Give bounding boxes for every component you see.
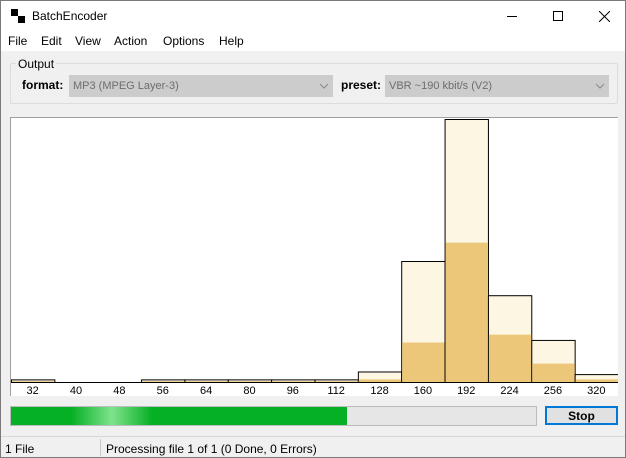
minimize-button[interactable] [489, 1, 535, 31]
histogram-fill-224 [488, 334, 532, 382]
progress-fill [11, 407, 347, 425]
format-select-value: MP3 (MPEG Layer-3) [73, 80, 179, 92]
menu-options[interactable]: Options [163, 34, 205, 48]
histogram-fill-56 [142, 381, 185, 382]
histogram-tick-label: 112 [327, 385, 345, 396]
format-label: format: [22, 78, 64, 92]
menu-file[interactable]: File [8, 34, 28, 48]
stop-button[interactable]: Stop [545, 406, 618, 425]
histogram-tick-label: 160 [414, 385, 432, 396]
status-divider [100, 439, 101, 456]
preset-select[interactable]: VBR ~190 kbit/s (V2) [385, 75, 609, 97]
histogram-tick-label: 128 [370, 385, 388, 396]
histogram-fill-160 [402, 342, 445, 382]
histogram-tick-label: 80 [243, 385, 255, 396]
title-bar: BatchEncoder [1, 1, 625, 31]
histogram-tick-label: 56 [157, 385, 169, 396]
chevron-down-icon [596, 83, 604, 89]
menu-view[interactable]: View [75, 34, 101, 48]
histogram-fill-32 [12, 381, 55, 382]
status-bar: 1 File Processing file 1 of 1 (0 Done, 0… [1, 436, 625, 457]
histogram-tick-label: 48 [113, 385, 125, 396]
histogram-svg: 32 40 48 56 64 80 96 112 128 160 192 224 256 320 [11, 119, 618, 396]
chevron-down-icon [320, 83, 328, 89]
histogram-fill-112 [315, 381, 358, 382]
maximize-button[interactable] [535, 1, 581, 31]
histogram-tick-label: 192 [457, 385, 475, 396]
output-groupbox [10, 63, 618, 104]
close-icon [598, 10, 610, 22]
histogram-tick-label: 64 [200, 385, 212, 396]
histogram-fill-64 [185, 381, 228, 382]
menu-help[interactable]: Help [219, 34, 244, 48]
histogram-fill-80 [228, 381, 272, 382]
minimize-icon [507, 15, 517, 17]
status-file-count: 1 File [5, 442, 35, 456]
preset-select-value: VBR ~190 kbit/s (V2) [389, 80, 493, 92]
histogram-tick-label: 256 [544, 385, 562, 396]
menu-bar: File Edit View Action Options Help [1, 31, 625, 51]
histogram-fill-96 [272, 381, 315, 382]
output-group-label: Output [16, 57, 57, 71]
window-title: BatchEncoder [32, 9, 108, 23]
histogram-tick-label: 32 [27, 385, 39, 396]
bitrate-histogram: 32 40 48 56 64 80 96 112 128 160 192 224 256 320 [10, 117, 618, 396]
menu-action[interactable]: Action [114, 34, 148, 48]
progress-bar [10, 406, 537, 426]
menu-edit[interactable]: Edit [41, 34, 62, 48]
status-message: Processing file 1 of 1 (0 Done, 0 Errors… [106, 442, 317, 456]
maximize-icon [553, 11, 563, 21]
histogram-fill-192 [445, 242, 488, 382]
histogram-tick-label: 320 [587, 385, 605, 396]
app-icon [11, 9, 25, 23]
histogram-fill-320 [575, 379, 618, 382]
histogram-tick-label: 40 [70, 385, 82, 396]
format-select[interactable]: MP3 (MPEG Layer-3) [69, 75, 333, 97]
histogram-tick-label: 224 [500, 385, 518, 396]
histogram-tick-label: 96 [287, 385, 299, 396]
preset-label: preset: [341, 78, 382, 92]
close-button[interactable] [581, 1, 626, 31]
histogram-fill-128 [358, 379, 402, 382]
histogram-fill-256 [532, 363, 575, 382]
